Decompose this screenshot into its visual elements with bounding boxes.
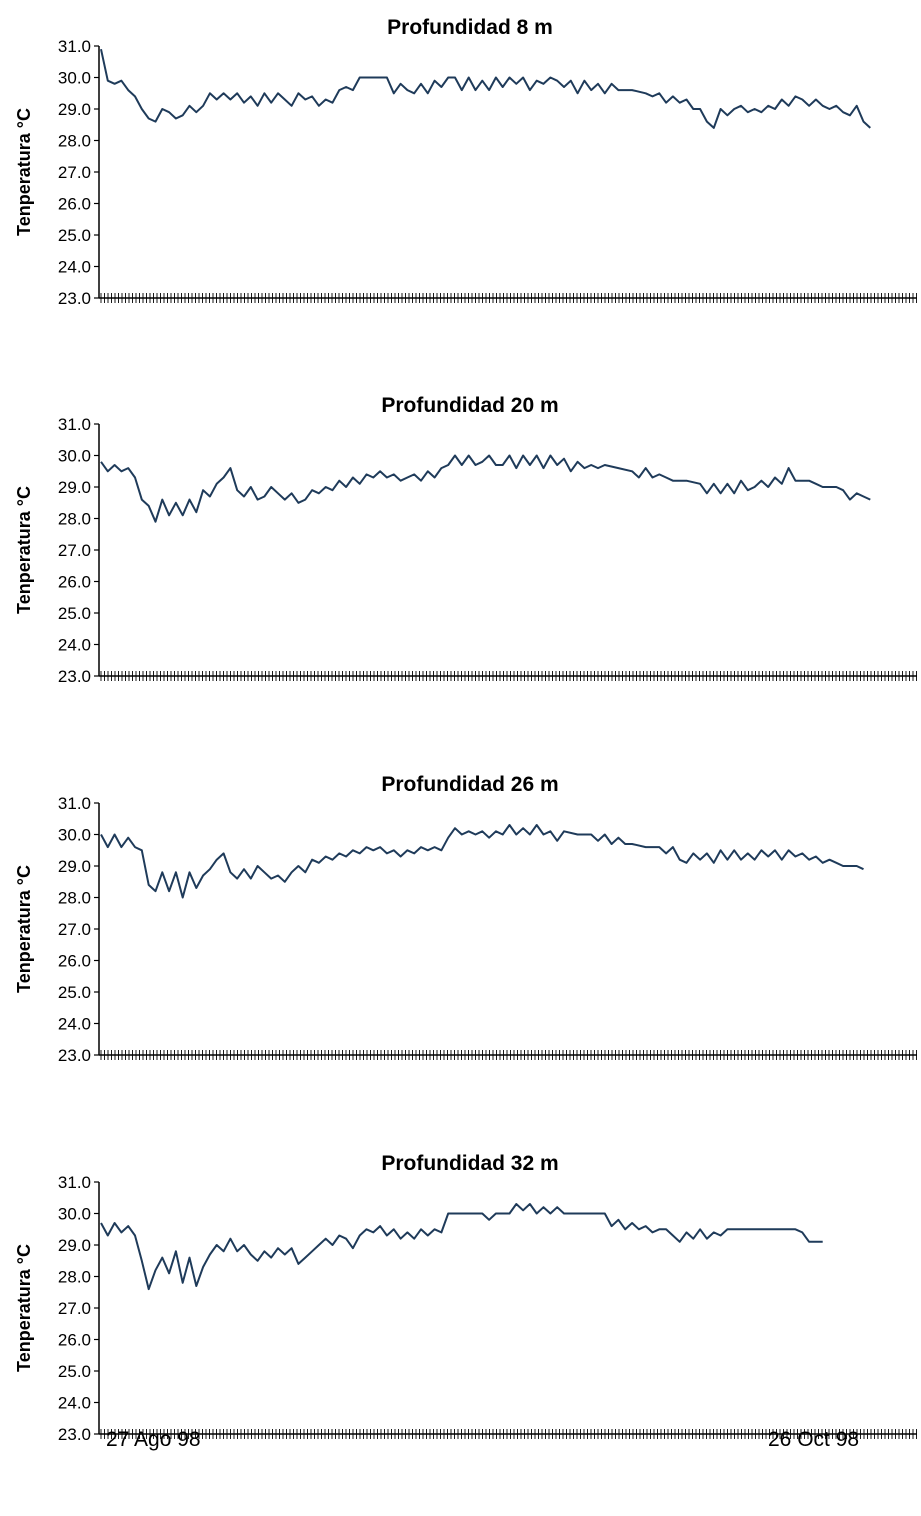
chart-panel-32m: Profundidad 32 m Tenperatura °C 31.0 30.0 29… [0, 1136, 921, 1516]
y-tick-label: 24.0 [58, 1394, 91, 1413]
y-tick-label: 26.0 [58, 573, 91, 592]
y-tick-label: 25.0 [58, 983, 91, 1002]
y-tick-label: 25.0 [58, 226, 91, 245]
y-tick-label: 26.0 [58, 1331, 91, 1350]
y-tick-label: 24.0 [58, 258, 91, 277]
chart-title: Profundidad 8 m [387, 16, 553, 39]
y-tick-label: 31.0 [58, 1173, 91, 1192]
y-tick-label: 28.0 [58, 889, 91, 908]
x-tick-marks [100, 1050, 917, 1060]
chart-26m: Profundidad 26 m Tenperatura °C 31.0 30.0 29… [14, 773, 917, 1065]
y-tick-label: 25.0 [58, 1362, 91, 1381]
temperature-series-line [100, 48, 871, 129]
chart-panel-8m: Profundidad 8 m Tenperatura °C 31.0 30.0 29.… [0, 0, 921, 380]
chart-8m: Profundidad 8 m Tenperatura °C 31.0 30.0 29.… [14, 16, 917, 308]
y-tick-label: 23.0 [58, 289, 91, 308]
y-tick-label: 23.0 [58, 1046, 91, 1065]
y-axis-label: Tenperatura °C [14, 865, 34, 993]
chart-title: Profundidad 26 m [381, 773, 558, 796]
y-tick-label: 27.0 [58, 163, 91, 182]
temperature-series-line [100, 824, 864, 899]
y-axis-label: Tenperatura °C [14, 1244, 34, 1372]
chart-panel-20m: Profundidad 20 m Tenperatura °C 31.0 30.0 29… [0, 378, 921, 758]
y-tick-label: 29.0 [58, 478, 91, 497]
y-tick-label: 28.0 [58, 132, 91, 151]
chart-title: Profundidad 20 m [381, 394, 558, 417]
y-tick-label: 27.0 [58, 1299, 91, 1318]
y-tick-label: 28.0 [58, 1268, 91, 1287]
y-tick-label: 31.0 [58, 794, 91, 813]
y-tick-label: 28.0 [58, 510, 91, 529]
temperature-series-line [100, 454, 871, 523]
y-axis-label: Tenperatura °C [14, 486, 34, 614]
x-end-date-label: 26 Oct 98 [768, 1428, 860, 1451]
y-tick-label: 25.0 [58, 604, 91, 623]
chart-32m: Profundidad 32 m Tenperatura °C 31.0 30.0 29… [14, 1152, 917, 1444]
y-tick-label: 30.0 [58, 69, 91, 88]
x-start-date-label: 27 Ago 98 [106, 1428, 201, 1451]
y-tick-label: 23.0 [58, 1425, 91, 1444]
y-tick-label: 24.0 [58, 636, 91, 655]
chart-panel-26m: Profundidad 26 m Tenperatura °C 31.0 30.0 29… [0, 757, 921, 1137]
y-tick-label: 31.0 [58, 415, 91, 434]
y-tick-label: 27.0 [58, 920, 91, 939]
y-tick-label: 29.0 [58, 100, 91, 119]
y-tick-label: 24.0 [58, 1015, 91, 1034]
y-axis-label: Tenperatura °C [14, 108, 34, 236]
y-tick-label: 30.0 [58, 826, 91, 845]
chart-title: Profundidad 32 m [381, 1152, 558, 1175]
x-tick-marks [100, 293, 917, 303]
y-tick-label: 29.0 [58, 1236, 91, 1255]
y-tick-label: 27.0 [58, 541, 91, 560]
temperature-series-line [100, 1203, 823, 1291]
y-tick-label: 26.0 [58, 952, 91, 971]
y-tick-label: 30.0 [58, 447, 91, 466]
y-tick-label: 31.0 [58, 37, 91, 56]
x-tick-marks [100, 671, 917, 681]
y-tick-label: 29.0 [58, 857, 91, 876]
x-tick-marks [100, 1429, 917, 1439]
chart-20m: Profundidad 20 m Tenperatura °C 31.0 30.0 29… [14, 394, 917, 686]
y-tick-label: 30.0 [58, 1205, 91, 1224]
y-tick-label: 23.0 [58, 667, 91, 686]
y-tick-label: 26.0 [58, 195, 91, 214]
